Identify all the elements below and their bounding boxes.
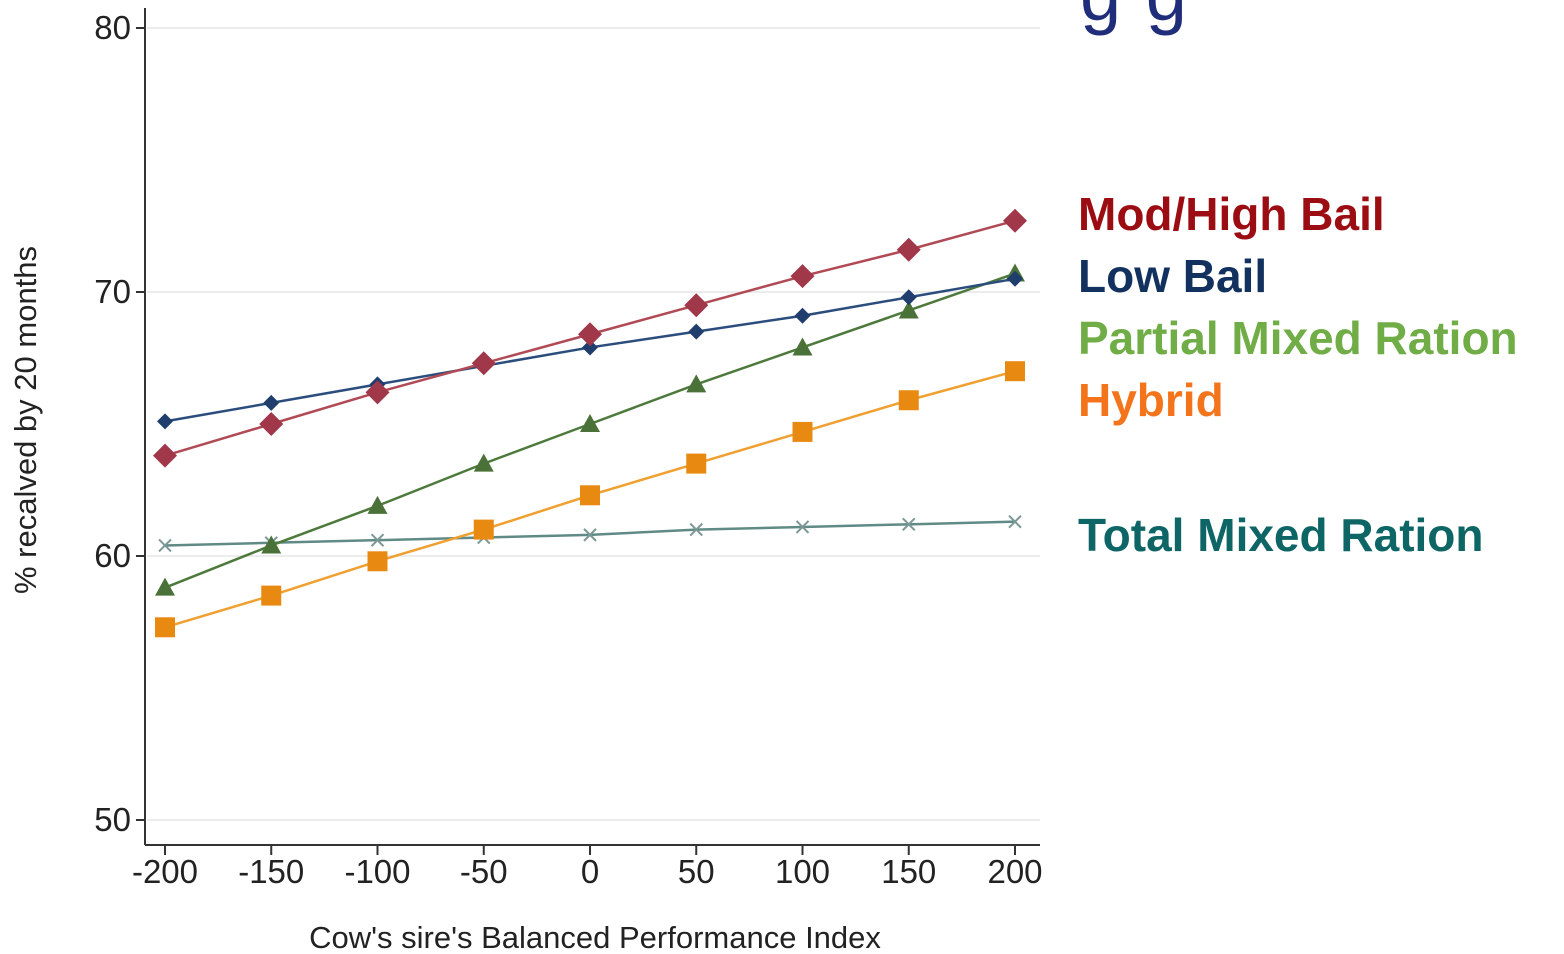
axes xyxy=(144,8,1040,846)
data-point-mod-high-bail xyxy=(365,380,390,405)
data-point-hybrid xyxy=(898,390,919,411)
data-point-mod-high-bail xyxy=(896,237,921,262)
x-tick-label: 100 xyxy=(775,853,830,890)
slide-title-fragment: g g xyxy=(1080,0,1189,37)
x-marker-stroke xyxy=(795,520,810,534)
data-point-total-mixed-ration xyxy=(583,528,597,542)
data-point-low-bail xyxy=(900,289,917,306)
series-total-mixed-ration xyxy=(158,514,1022,553)
data-point-partial-mixed-ration xyxy=(261,535,282,554)
data-point-hybrid xyxy=(580,485,600,506)
data-point-low-bail xyxy=(157,413,173,430)
data-point-total-mixed-ration xyxy=(158,538,172,553)
x-tick-label: -150 xyxy=(238,853,304,890)
y-ticks: 50 60 70 80 xyxy=(94,9,145,838)
x-tick-label: -200 xyxy=(132,853,198,890)
data-point-total-mixed-ration xyxy=(689,522,703,537)
data-point-partial-mixed-ration xyxy=(155,577,175,596)
series-layer xyxy=(153,208,1027,638)
data-point-low-bail xyxy=(794,307,811,324)
x-marker-stroke xyxy=(902,517,916,532)
data-point-total-mixed-ration xyxy=(795,520,810,534)
x-axis-title: Cow's sire's Balanced Performance Index xyxy=(309,920,881,954)
data-point-low-bail xyxy=(1007,270,1023,287)
y-axis-title: % recalved by 20 months xyxy=(8,246,43,594)
legend-mod-high-bail: Mod/High Bail xyxy=(1078,188,1385,240)
data-point-partial-mixed-ration xyxy=(367,495,388,514)
data-point-hybrid xyxy=(1005,361,1025,382)
legend-partial-mixed-ration: Partial Mixed Ration xyxy=(1078,312,1518,364)
data-point-mod-high-bail xyxy=(153,443,177,468)
data-point-hybrid xyxy=(686,453,707,474)
data-point-hybrid xyxy=(155,617,175,638)
legend-low-bail: Low Bail xyxy=(1078,250,1268,302)
data-point-partial-mixed-ration xyxy=(686,374,707,393)
data-point-mod-high-bail xyxy=(790,264,815,289)
x-marker-stroke xyxy=(1008,514,1022,529)
data-point-hybrid xyxy=(261,585,282,606)
data-point-mod-high-bail xyxy=(578,322,602,347)
data-point-partial-mixed-ration xyxy=(898,300,919,319)
data-point-partial-mixed-ration xyxy=(473,453,494,472)
data-point-mod-high-bail xyxy=(684,293,709,318)
series-partial-mixed-ration xyxy=(155,263,1025,596)
data-point-mod-high-bail xyxy=(1003,208,1027,233)
data-point-mod-high-bail xyxy=(259,412,284,436)
legend-total-mixed-ration: Total Mixed Ration xyxy=(1078,509,1484,561)
data-point-total-mixed-ration xyxy=(370,533,385,547)
x-tick-label: 200 xyxy=(987,853,1042,890)
grid-lines xyxy=(147,27,1040,821)
y-tick-label: 50 xyxy=(94,801,131,838)
x-marker-stroke xyxy=(689,522,703,537)
series-hybrid xyxy=(155,361,1025,638)
y-tick-label: 70 xyxy=(94,273,131,310)
series-mod-high-bail xyxy=(153,208,1027,468)
x-tick-label: 0 xyxy=(581,853,599,890)
data-point-partial-mixed-ration xyxy=(580,414,600,432)
data-point-hybrid xyxy=(792,421,813,442)
data-point-total-mixed-ration xyxy=(1008,514,1022,529)
data-point-mod-high-bail xyxy=(471,351,496,376)
data-point-low-bail xyxy=(582,339,598,356)
x-tick-label: 150 xyxy=(881,853,936,890)
x-marker-stroke xyxy=(583,528,597,542)
data-point-partial-mixed-ration xyxy=(792,337,813,356)
x-tick-label: 50 xyxy=(678,853,715,890)
x-tick-label: -50 xyxy=(460,853,508,890)
y-tick-label: 60 xyxy=(94,537,131,574)
x-tick-label: -100 xyxy=(344,853,410,890)
data-point-total-mixed-ration xyxy=(902,517,916,532)
data-point-hybrid xyxy=(367,551,388,572)
x-marker-stroke xyxy=(370,533,385,547)
data-point-low-bail xyxy=(263,394,280,411)
legend-hybrid: Hybrid xyxy=(1078,374,1224,426)
data-point-low-bail xyxy=(688,323,705,340)
y-tick-label: 80 xyxy=(94,9,131,46)
x-ticks: -200 -150 -100 -50 0 50 100 150 200 xyxy=(132,845,1043,890)
data-point-hybrid xyxy=(473,519,494,540)
x-marker-stroke xyxy=(158,538,172,553)
